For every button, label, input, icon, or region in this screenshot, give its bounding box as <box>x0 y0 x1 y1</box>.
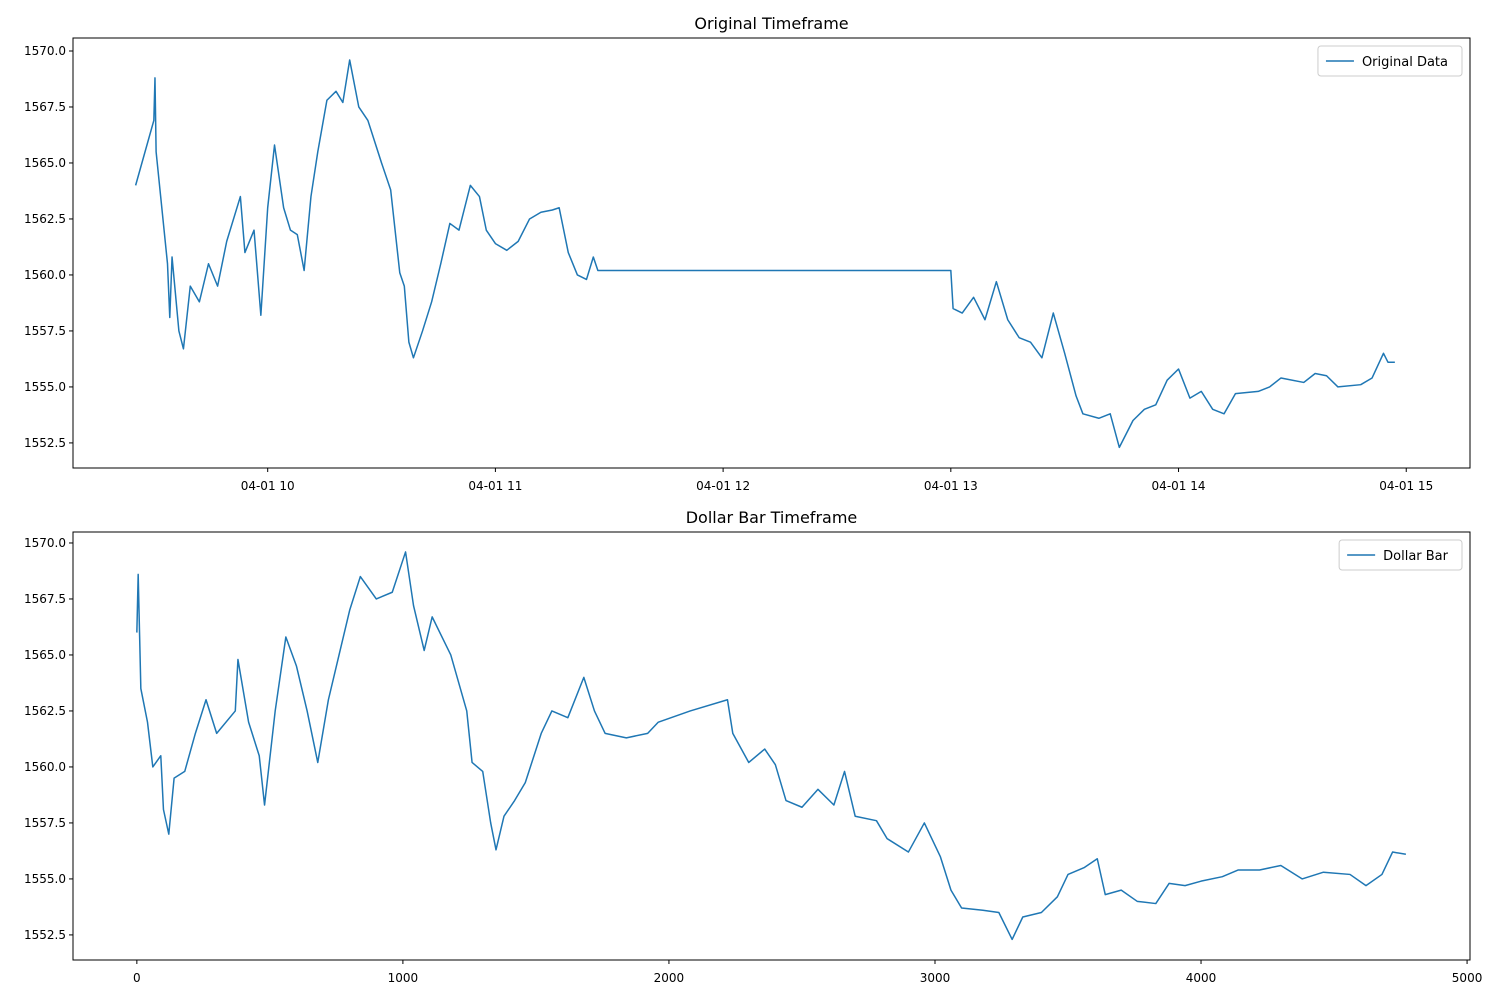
y-tick-label: 1552.5 <box>24 436 66 450</box>
legend-frame <box>1317 45 1463 77</box>
x-tick-label: 04-01 13 <box>924 479 978 493</box>
x-tick-label: 2000 <box>654 971 685 985</box>
legend: Original Data <box>1317 45 1463 77</box>
x-tick-label: 4000 <box>1186 971 1217 985</box>
y-tick-label: 1565.0 <box>24 156 66 170</box>
y-tick-label: 1567.5 <box>24 100 66 114</box>
y-tick-label: 1570.0 <box>24 536 66 550</box>
x-tick-label: 04-01 12 <box>696 479 750 493</box>
legend-label: Dollar Bar <box>1383 549 1449 564</box>
data-line <box>134 59 1395 449</box>
legend-frame <box>1338 539 1463 571</box>
y-tick-label: 1562.5 <box>24 704 66 718</box>
y-tick-label: 1560.0 <box>24 760 66 774</box>
x-tick-label: 0 <box>133 971 141 985</box>
subplot-title: Original Timeframe <box>694 14 848 33</box>
y-tick-label: 1565.0 <box>24 648 66 662</box>
y-tick-label: 1557.5 <box>24 324 66 338</box>
x-tick-label: 04-01 11 <box>468 479 522 493</box>
x-tick-label: 04-01 14 <box>1152 479 1206 493</box>
y-tick-label: 1560.0 <box>24 268 66 282</box>
y-tick-label: 1570.0 <box>24 44 66 58</box>
axes-frame <box>72 37 1471 469</box>
x-tick-label: 04-01 15 <box>1379 479 1433 493</box>
y-tick-label: 1567.5 <box>24 592 66 606</box>
x-tick-label: 5000 <box>1452 971 1483 985</box>
x-tick-label: 3000 <box>920 971 951 985</box>
y-tick-label: 1555.0 <box>24 380 66 394</box>
axes-frame <box>72 531 1471 961</box>
y-tick-label: 1552.5 <box>24 928 66 942</box>
data-line <box>136 551 1407 941</box>
y-tick-label: 1555.0 <box>24 872 66 886</box>
legend: Dollar Bar <box>1338 539 1463 571</box>
x-tick-label: 04-01 10 <box>241 479 295 493</box>
y-tick-label: 1562.5 <box>24 212 66 226</box>
subplot-title: Dollar Bar Timeframe <box>686 508 858 527</box>
legend-label: Original Data <box>1362 55 1448 70</box>
y-tick-label: 1557.5 <box>24 816 66 830</box>
x-tick-label: 1000 <box>388 971 419 985</box>
